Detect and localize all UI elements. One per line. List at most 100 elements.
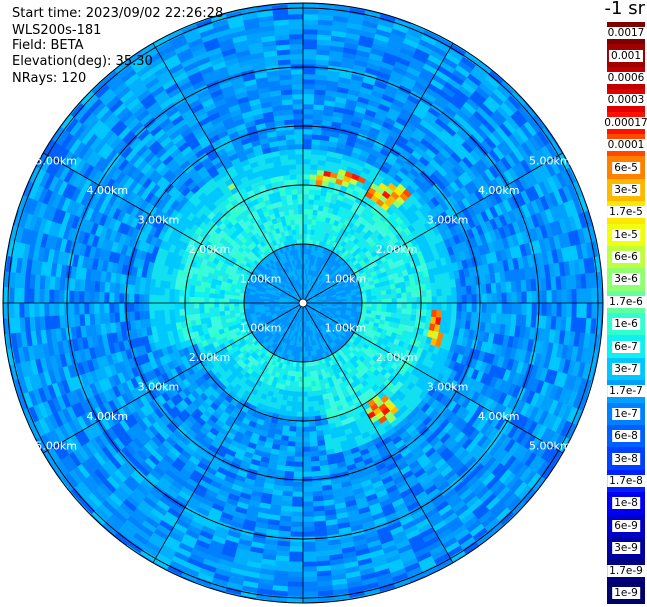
backscatter-cell xyxy=(302,43,317,50)
backscatter-cell xyxy=(310,224,316,231)
backscatter-cell xyxy=(311,214,318,221)
backscatter-cell xyxy=(23,288,30,304)
backscatter-cell xyxy=(108,292,115,304)
backscatter-cell xyxy=(551,289,558,304)
backscatter-cell xyxy=(299,248,304,255)
backscatter-cell xyxy=(158,287,166,296)
backscatter-cell xyxy=(581,287,588,304)
backscatter-cell xyxy=(307,198,315,205)
backscatter-cell xyxy=(531,290,538,304)
backscatter-cell xyxy=(193,308,200,315)
backscatter-cell xyxy=(103,302,110,314)
backscatter-cell xyxy=(173,302,180,311)
backscatter-cell xyxy=(58,289,65,304)
backscatter-cell xyxy=(33,302,40,318)
backscatter-cell xyxy=(8,302,15,319)
backscatter-cell xyxy=(506,291,513,304)
backscatter-cell xyxy=(43,302,50,317)
backscatter-cell xyxy=(310,158,319,166)
backscatter-cell xyxy=(133,285,141,295)
backscatter-cell xyxy=(421,296,428,304)
backscatter-cell xyxy=(293,218,300,225)
backscatter-cell xyxy=(302,248,307,255)
backscatter-cell xyxy=(238,296,245,301)
backscatter-cell xyxy=(401,297,408,304)
backscatter-cell xyxy=(486,292,493,304)
backscatter-cell xyxy=(302,173,311,180)
backscatter-cell xyxy=(291,88,304,95)
backscatter-cell xyxy=(168,288,175,297)
backscatter-cell xyxy=(138,285,146,295)
backscatter-cell xyxy=(312,119,323,126)
backscatter-cell xyxy=(78,291,85,304)
backscatter-cell xyxy=(426,295,433,304)
backscatter-cell xyxy=(361,299,368,304)
backscatter-cell xyxy=(289,178,298,185)
backscatter-cell xyxy=(302,53,317,60)
backscatter-cell xyxy=(103,292,110,304)
backscatter-cell xyxy=(302,218,308,225)
backscatter-cell xyxy=(291,198,299,205)
backscatter-cell xyxy=(18,287,25,304)
backscatter-cell xyxy=(371,298,378,304)
backscatter-cell xyxy=(516,291,523,304)
backscatter-cell xyxy=(309,168,318,175)
backscatter-cell xyxy=(521,291,528,304)
backscatter-cell xyxy=(287,18,304,25)
backscatter-cell xyxy=(294,148,304,155)
backscatter-cell xyxy=(461,294,468,304)
backscatter-cell xyxy=(302,223,308,230)
backscatter-cell xyxy=(405,285,412,293)
backscatter-cell xyxy=(287,8,304,15)
backscatter-cell xyxy=(302,138,312,145)
backscatter-cell xyxy=(306,223,312,230)
backscatter-cell xyxy=(158,302,165,311)
backscatter-cell xyxy=(203,297,210,304)
backscatter-cell xyxy=(93,302,100,315)
backscatter-cell xyxy=(466,293,473,304)
backscatter-cell xyxy=(421,289,428,298)
backscatter-cell xyxy=(43,289,50,304)
backscatter-cell xyxy=(311,133,321,141)
backscatter-cell xyxy=(198,297,205,304)
backscatter-cell xyxy=(73,290,80,304)
backscatter-cell xyxy=(163,309,170,318)
backscatter-cell xyxy=(351,299,358,304)
backscatter-cell xyxy=(556,289,563,304)
backscatter-cell xyxy=(308,193,315,200)
backscatter-cell xyxy=(158,310,166,319)
backscatter-cell xyxy=(193,291,200,298)
backscatter-cell xyxy=(302,148,312,155)
backscatter-cell xyxy=(173,289,180,297)
backscatter-cell xyxy=(305,243,310,250)
backscatter-cell xyxy=(243,296,250,301)
backscatter-cell xyxy=(33,288,40,304)
backscatter-cell xyxy=(168,302,175,311)
backscatter-cell xyxy=(381,293,388,300)
backscatter-cell xyxy=(148,286,156,296)
backscatter-cell xyxy=(376,298,383,304)
backscatter-cell xyxy=(48,302,55,317)
backscatter-cell xyxy=(386,293,393,299)
backscatter-cell xyxy=(243,299,250,304)
backscatter-cell xyxy=(233,295,240,300)
backscatter-cell xyxy=(248,302,255,307)
backscatter-cell xyxy=(296,188,304,195)
backscatter-cell xyxy=(312,114,324,121)
backscatter-cell xyxy=(118,302,125,313)
backscatter-cell xyxy=(305,248,309,255)
backscatter-cell xyxy=(293,133,304,140)
backscatter-cell xyxy=(302,18,319,25)
backscatter-cell xyxy=(290,68,304,75)
backscatter-cell xyxy=(287,158,296,166)
backscatter-cell xyxy=(307,213,313,220)
backscatter-cell xyxy=(198,307,205,315)
backscatter-cell xyxy=(53,289,60,304)
backscatter-cell xyxy=(28,302,35,318)
backscatter-cell xyxy=(302,208,309,215)
backscatter-cell xyxy=(302,228,308,235)
backscatter-cell xyxy=(243,302,250,307)
backscatter-cell xyxy=(302,68,316,75)
